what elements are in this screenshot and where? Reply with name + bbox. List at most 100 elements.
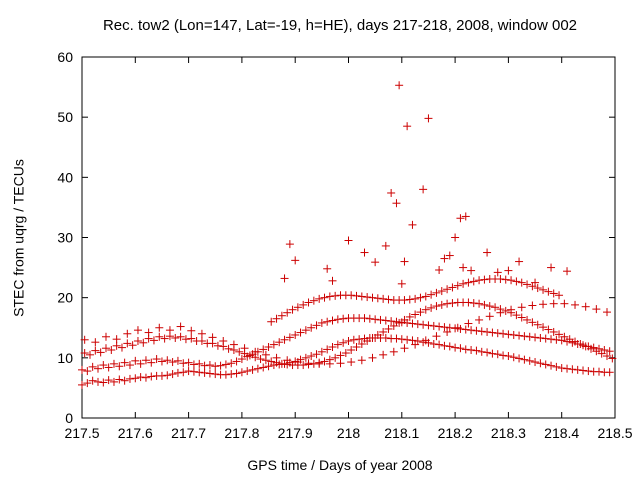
data-point bbox=[581, 342, 590, 351]
data-point bbox=[176, 332, 185, 341]
data-point bbox=[584, 367, 593, 376]
x-tick-label: 217.5 bbox=[64, 425, 99, 441]
data-point bbox=[477, 327, 486, 336]
data-point bbox=[189, 367, 198, 376]
data-point bbox=[512, 277, 521, 286]
y-axis-label: STEC from uqrg / TECUs bbox=[11, 159, 27, 317]
data-point bbox=[525, 356, 534, 365]
data-point bbox=[467, 346, 476, 355]
data-point bbox=[115, 375, 124, 384]
data-point bbox=[325, 359, 334, 368]
y-tick-label: 60 bbox=[57, 49, 73, 65]
data-point bbox=[515, 354, 524, 363]
data-point bbox=[363, 336, 372, 345]
data-point bbox=[608, 354, 617, 363]
data-point bbox=[517, 303, 526, 312]
data-point bbox=[456, 344, 465, 353]
data-point bbox=[227, 370, 236, 379]
data-point bbox=[187, 334, 196, 343]
x-tick-label: 218.3 bbox=[491, 425, 526, 441]
data-point bbox=[459, 279, 468, 288]
data-point bbox=[376, 315, 385, 324]
data-point bbox=[496, 275, 505, 284]
data-point bbox=[469, 299, 478, 308]
data-point bbox=[328, 276, 337, 285]
data-point bbox=[461, 345, 470, 354]
data-point bbox=[403, 122, 412, 131]
data-points bbox=[78, 81, 617, 389]
data-point bbox=[315, 294, 324, 303]
data-point bbox=[339, 338, 348, 347]
data-point bbox=[104, 376, 113, 385]
data-point bbox=[280, 335, 289, 344]
data-point bbox=[379, 327, 388, 336]
data-point bbox=[200, 361, 209, 370]
data-point bbox=[571, 300, 580, 309]
data-point bbox=[509, 330, 518, 339]
data-point bbox=[344, 336, 353, 345]
data-point bbox=[464, 298, 473, 307]
data-point bbox=[357, 339, 366, 348]
data-point bbox=[499, 329, 508, 338]
data-point bbox=[96, 348, 105, 357]
data-point bbox=[101, 344, 110, 353]
data-point bbox=[448, 299, 457, 308]
data-point bbox=[88, 362, 97, 371]
data-point bbox=[387, 188, 396, 197]
data-point bbox=[112, 335, 121, 344]
data-point bbox=[381, 333, 390, 342]
data-point bbox=[488, 328, 497, 337]
data-point bbox=[421, 336, 430, 345]
data-point bbox=[427, 290, 436, 299]
data-point bbox=[133, 336, 142, 345]
data-point bbox=[381, 241, 390, 250]
data-point bbox=[488, 349, 497, 358]
data-point bbox=[485, 302, 494, 311]
data-point bbox=[213, 341, 222, 350]
data-point bbox=[549, 327, 558, 336]
data-point bbox=[267, 357, 276, 366]
data-point bbox=[211, 370, 220, 379]
data-point bbox=[536, 333, 545, 342]
data-point bbox=[144, 328, 153, 337]
data-point bbox=[133, 326, 142, 335]
data-point bbox=[432, 332, 441, 341]
data-point bbox=[528, 301, 537, 310]
data-point bbox=[360, 248, 369, 257]
data-point bbox=[400, 257, 409, 266]
data-point bbox=[309, 296, 318, 305]
data-point bbox=[477, 347, 486, 356]
data-point bbox=[411, 340, 420, 349]
data-point bbox=[440, 341, 449, 350]
data-point bbox=[541, 360, 550, 369]
data-point bbox=[291, 256, 300, 265]
data-point bbox=[459, 263, 468, 272]
data-point bbox=[163, 371, 172, 380]
data-point bbox=[173, 368, 182, 377]
data-point bbox=[344, 236, 353, 245]
data-point bbox=[461, 325, 470, 334]
data-point bbox=[501, 306, 510, 315]
data-point bbox=[469, 277, 478, 286]
data-point bbox=[408, 220, 417, 229]
data-point bbox=[160, 334, 169, 343]
data-point bbox=[299, 300, 308, 309]
data-point bbox=[531, 333, 540, 342]
data-point bbox=[219, 336, 228, 345]
data-point bbox=[392, 199, 401, 208]
data-point bbox=[413, 320, 422, 329]
data-point bbox=[349, 335, 358, 344]
data-point bbox=[504, 352, 513, 361]
data-point bbox=[565, 335, 574, 344]
data-point bbox=[315, 359, 324, 368]
data-point bbox=[403, 335, 412, 344]
data-point bbox=[104, 363, 113, 372]
data-point bbox=[389, 347, 398, 356]
data-point bbox=[83, 379, 92, 388]
x-tick-label: 218.1 bbox=[384, 425, 419, 441]
data-point bbox=[333, 315, 342, 324]
data-point bbox=[264, 362, 273, 371]
data-point bbox=[576, 339, 585, 348]
data-point bbox=[304, 359, 313, 368]
data-point bbox=[381, 316, 390, 325]
